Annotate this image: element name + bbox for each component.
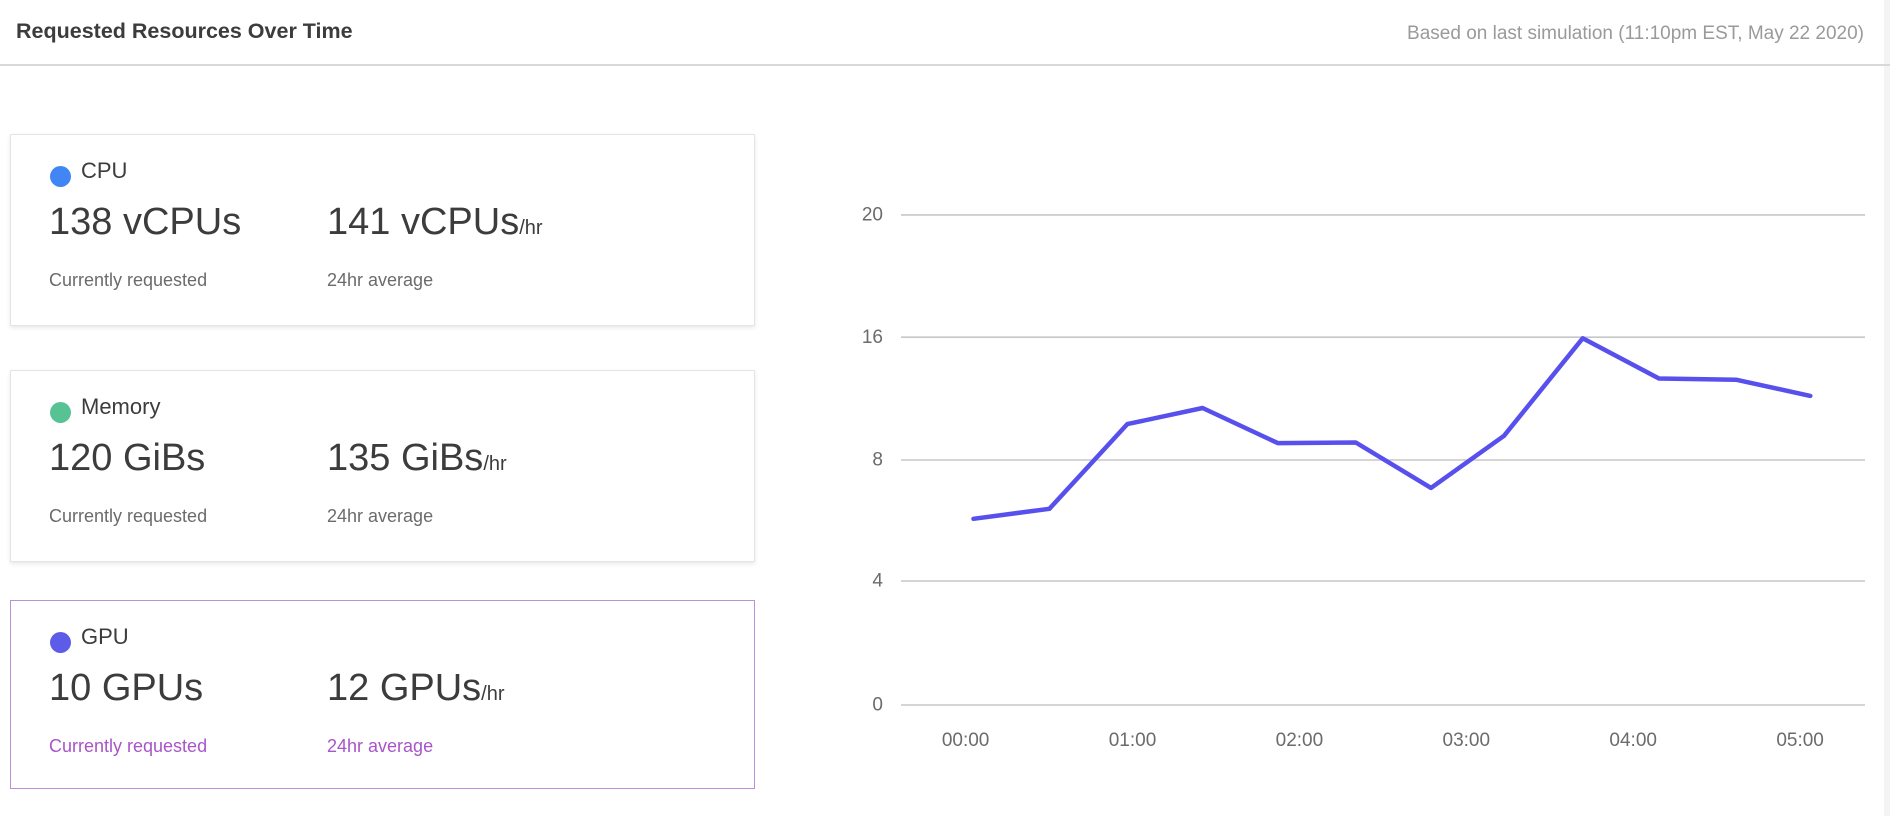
- svg-text:8: 8: [872, 450, 883, 471]
- svg-text:04:00: 04:00: [1609, 730, 1657, 751]
- svg-text:0: 0: [872, 695, 883, 716]
- svg-text:03:00: 03:00: [1443, 730, 1491, 751]
- svg-text:00:00: 00:00: [942, 730, 990, 751]
- svg-text:20: 20: [862, 205, 883, 226]
- svg-text:16: 16: [862, 327, 883, 348]
- svg-text:05:00: 05:00: [1776, 730, 1824, 751]
- svg-text:4: 4: [872, 571, 883, 592]
- svg-text:02:00: 02:00: [1276, 730, 1324, 751]
- svg-text:01:00: 01:00: [1109, 730, 1157, 751]
